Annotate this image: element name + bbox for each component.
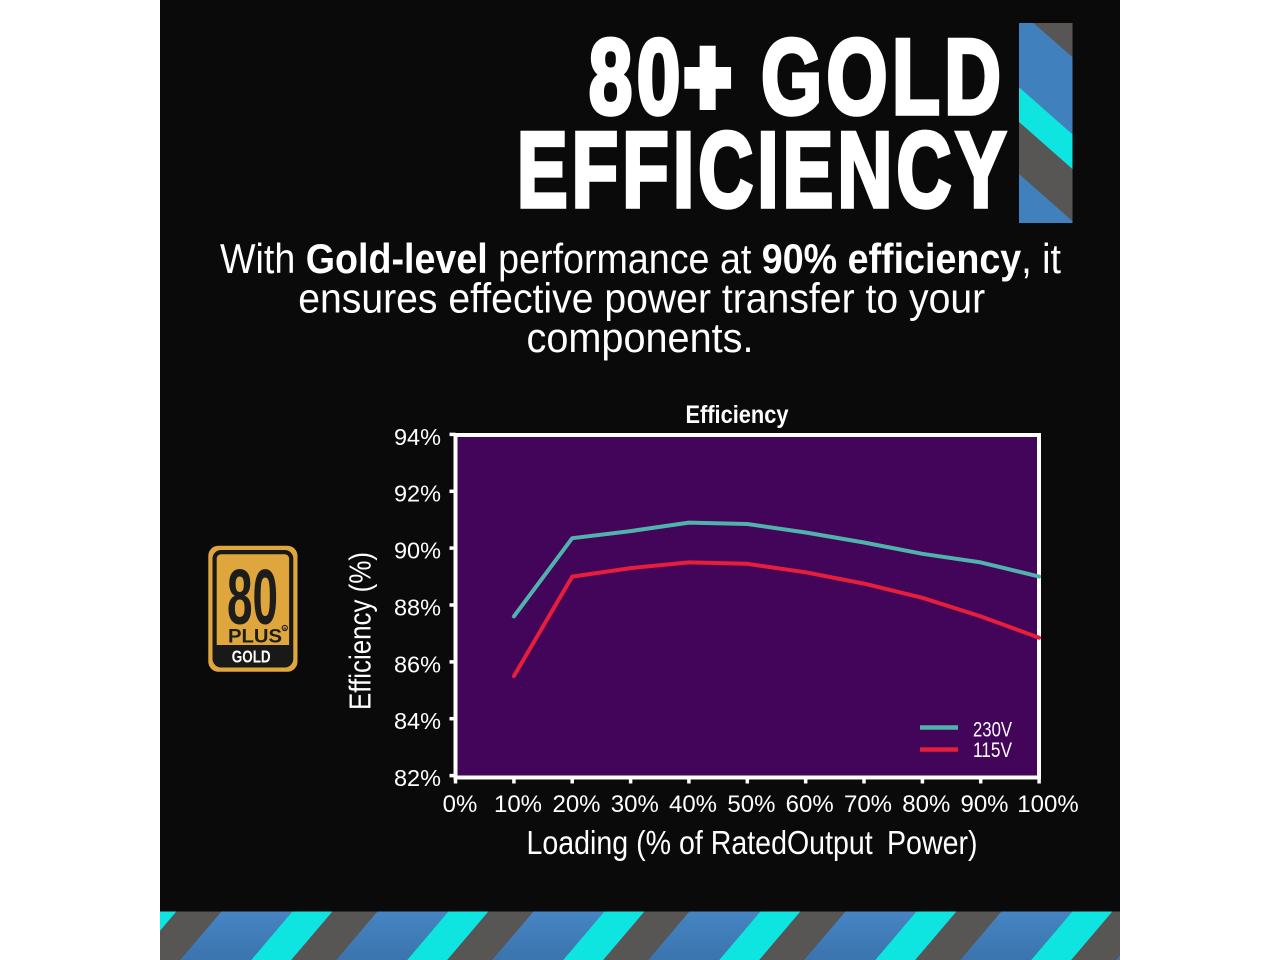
svg-text:components.: components.: [527, 314, 754, 361]
svg-text:Efficiency (%): Efficiency (%): [343, 552, 378, 710]
svg-text:100%: 100%: [1017, 791, 1078, 818]
svg-text:82%: 82%: [394, 765, 441, 791]
svg-text:94%: 94%: [394, 424, 441, 450]
svg-text:40%: 40%: [669, 791, 717, 818]
svg-text:80+ GOLD: 80+ GOLD: [589, 17, 1006, 137]
svg-text:86%: 86%: [394, 651, 441, 677]
svg-text:EFFICIENCY: EFFICIENCY: [517, 110, 1010, 230]
svg-text:0%: 0%: [443, 791, 478, 818]
svg-text:115V: 115V: [973, 739, 1012, 762]
svg-text:230V: 230V: [973, 719, 1012, 742]
svg-text:84%: 84%: [394, 708, 441, 734]
svg-text:90%: 90%: [394, 538, 441, 564]
svg-text:70%: 70%: [844, 791, 892, 818]
svg-text:92%: 92%: [394, 481, 441, 507]
svg-text:R: R: [283, 626, 286, 631]
svg-text:60%: 60%: [786, 791, 834, 818]
svg-text:GOLD: GOLD: [232, 647, 271, 667]
svg-text:30%: 30%: [611, 791, 659, 818]
svg-text:20%: 20%: [552, 791, 600, 818]
svg-text:50%: 50%: [727, 791, 775, 818]
svg-text:With Gold-level performance at: With Gold-level performance at 90% effic…: [220, 235, 1061, 282]
svg-text:Efficiency: Efficiency: [686, 401, 789, 429]
svg-text:80: 80: [227, 552, 278, 640]
svg-text:10%: 10%: [494, 791, 542, 818]
svg-text:Loading (% of RatedOutput Powe: Loading (% of RatedOutput Power): [527, 825, 978, 862]
svg-text:88%: 88%: [394, 594, 441, 620]
svg-text:ensures effective power transf: ensures effective power transfer to your: [298, 275, 985, 322]
svg-text:80%: 80%: [902, 791, 950, 818]
svg-text:90%: 90%: [960, 791, 1008, 818]
svg-text:PLUS: PLUS: [228, 626, 282, 648]
